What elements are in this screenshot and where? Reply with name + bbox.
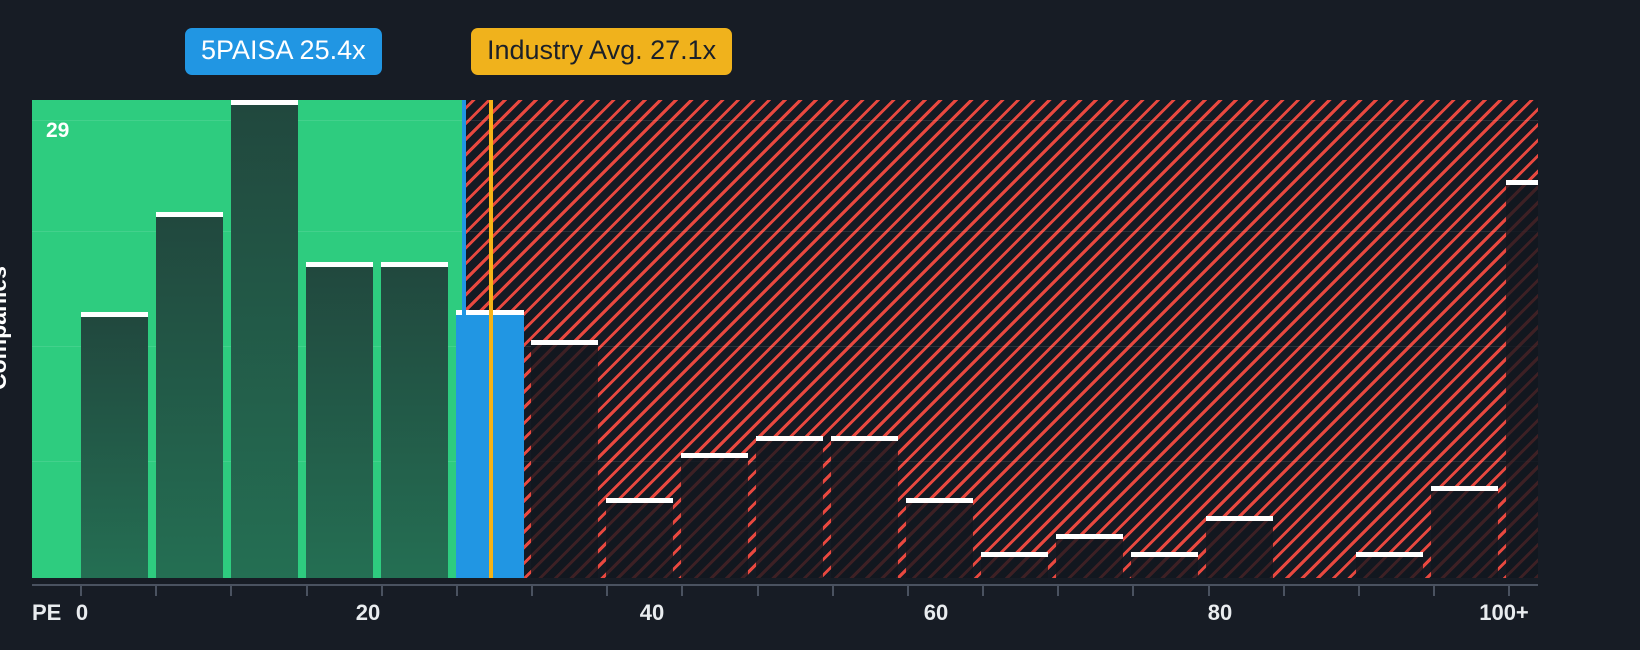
- histogram-bar[interactable]: [531, 340, 598, 578]
- axis-tick: [381, 584, 383, 596]
- bar-body: [1056, 539, 1123, 578]
- bar-body: [981, 557, 1048, 578]
- bar-cap: [906, 498, 973, 503]
- bar-body: [1131, 557, 1198, 578]
- bar-body: [756, 441, 823, 578]
- histogram-bar[interactable]: [906, 498, 973, 578]
- bar-cap: [981, 552, 1048, 557]
- bar-body: [1506, 185, 1538, 578]
- industry-marker-line: [489, 100, 493, 578]
- bar-cap: [81, 312, 148, 317]
- bar-body: [306, 267, 373, 578]
- histogram-bar[interactable]: [1206, 516, 1273, 578]
- histogram-bar[interactable]: [156, 212, 223, 578]
- bar-body: [681, 458, 748, 578]
- histogram-bar[interactable]: [981, 552, 1048, 578]
- y-max-value: 29: [46, 119, 70, 142]
- histogram-bar[interactable]: [831, 436, 898, 578]
- bar-body: [231, 105, 298, 578]
- bar-cap: [306, 262, 373, 267]
- x-axis-tick-label: 60: [923, 600, 949, 625]
- histogram-bar[interactable]: [756, 436, 823, 578]
- x-axis-title: PE: [32, 600, 62, 625]
- axis-tick: [907, 584, 909, 596]
- bar-cap: [381, 262, 448, 267]
- bar-cap: [681, 453, 748, 458]
- bar-cap: [1431, 486, 1498, 491]
- axis-tick: [155, 584, 157, 596]
- bar-body: [381, 267, 448, 578]
- histogram-bar[interactable]: [1131, 552, 1198, 578]
- axis-tick: [1433, 584, 1435, 596]
- company-marker-callout[interactable]: 5PAISA 25.4x: [185, 28, 382, 75]
- bar-cap: [1056, 534, 1123, 539]
- axis-tick: [1358, 584, 1360, 596]
- axis-tick: [1057, 584, 1059, 596]
- bar-body: [831, 441, 898, 578]
- histogram-bar[interactable]: [231, 100, 298, 578]
- histogram-bar[interactable]: [681, 453, 748, 578]
- axis-tick: [606, 584, 608, 596]
- bar-body: [1356, 557, 1423, 578]
- axis-tick: [306, 584, 308, 596]
- axis-tick: [531, 584, 533, 596]
- histogram-bar[interactable]: [1431, 486, 1498, 578]
- x-axis-tick-label: 20: [355, 600, 381, 625]
- x-axis-tick-label: 0: [75, 600, 89, 625]
- company-marker-line: [462, 100, 466, 578]
- bar-body: [1206, 521, 1273, 578]
- axis-tick: [1208, 584, 1210, 596]
- histogram-bar[interactable]: [1356, 552, 1423, 578]
- axis-tick: [1283, 584, 1285, 596]
- bar-cap: [1131, 552, 1198, 557]
- axis-tick: [1508, 584, 1510, 596]
- company-marker-label: 5PAISA 25.4x: [201, 35, 366, 65]
- axis-tick: [456, 584, 458, 596]
- industry-marker-callout[interactable]: Industry Avg. 27.1x: [471, 28, 733, 75]
- axis-tick: [757, 584, 759, 596]
- axis-tick: [230, 584, 232, 596]
- bar-body: [531, 345, 598, 578]
- bar-cap: [606, 498, 673, 503]
- bar-cap: [156, 212, 223, 217]
- bar-cap: [531, 340, 598, 345]
- bar-body: [906, 503, 973, 578]
- histogram-bar[interactable]: [306, 262, 373, 578]
- histogram-bar[interactable]: [81, 312, 148, 578]
- x-axis-tick-label: 80: [1207, 600, 1233, 625]
- x-axis-tick-label: 100+: [1479, 600, 1529, 625]
- histogram-bar[interactable]: [1056, 534, 1123, 578]
- industry-marker-label: Industry Avg. 27.1x: [487, 35, 717, 65]
- histogram-bar[interactable]: [381, 262, 448, 578]
- axis-tick: [832, 584, 834, 596]
- bar-cap: [831, 436, 898, 441]
- axis-tick: [982, 584, 984, 596]
- bar-cap: [231, 100, 298, 105]
- x-axis-tick-label: 40: [639, 600, 665, 625]
- bar-body: [606, 503, 673, 578]
- axis-tick: [681, 584, 683, 596]
- histogram-bar[interactable]: [606, 498, 673, 578]
- expensive-zone: [466, 100, 1538, 578]
- axis-tick: [1132, 584, 1134, 596]
- plot-area: 29: [32, 100, 1538, 578]
- bar-cap: [1206, 516, 1273, 521]
- bar-cap: [756, 436, 823, 441]
- y-axis-title: No. of Companies: [0, 266, 11, 390]
- bar-cap: [1506, 180, 1538, 185]
- bar-cap: [1356, 552, 1423, 557]
- bar-body: [1431, 491, 1498, 578]
- bar-body: [81, 317, 148, 578]
- axis-tick: [80, 584, 82, 596]
- x-axis-line: [32, 584, 1538, 586]
- histogram-bar[interactable]: [1506, 180, 1538, 578]
- bar-body: [156, 217, 223, 578]
